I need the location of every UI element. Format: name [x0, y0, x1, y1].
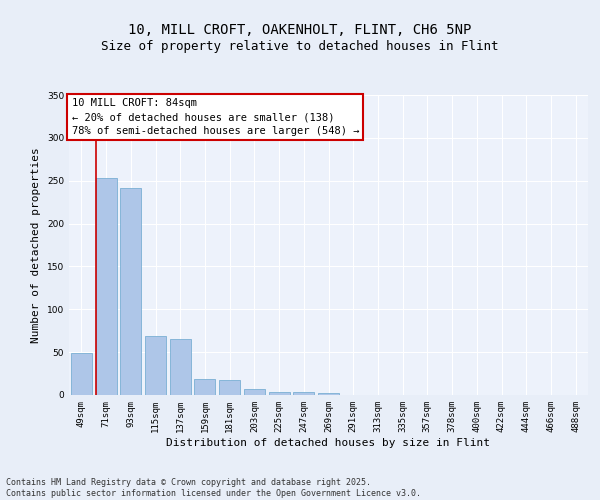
Bar — [244, 389, 265, 395]
Bar — [170, 340, 191, 395]
Bar — [71, 353, 92, 395]
X-axis label: Distribution of detached houses by size in Flint: Distribution of detached houses by size … — [167, 438, 491, 448]
Bar — [145, 336, 166, 395]
Bar — [194, 378, 215, 395]
Y-axis label: Number of detached properties: Number of detached properties — [31, 147, 41, 343]
Bar — [95, 178, 116, 395]
Bar — [120, 188, 141, 395]
Text: Size of property relative to detached houses in Flint: Size of property relative to detached ho… — [101, 40, 499, 53]
Bar — [318, 394, 339, 395]
Bar — [219, 380, 240, 395]
Bar — [269, 392, 290, 395]
Text: Contains HM Land Registry data © Crown copyright and database right 2025.
Contai: Contains HM Land Registry data © Crown c… — [6, 478, 421, 498]
Text: 10 MILL CROFT: 84sqm
← 20% of detached houses are smaller (138)
78% of semi-deta: 10 MILL CROFT: 84sqm ← 20% of detached h… — [71, 98, 359, 136]
Text: 10, MILL CROFT, OAKENHOLT, FLINT, CH6 5NP: 10, MILL CROFT, OAKENHOLT, FLINT, CH6 5N… — [128, 22, 472, 36]
Bar — [293, 392, 314, 395]
